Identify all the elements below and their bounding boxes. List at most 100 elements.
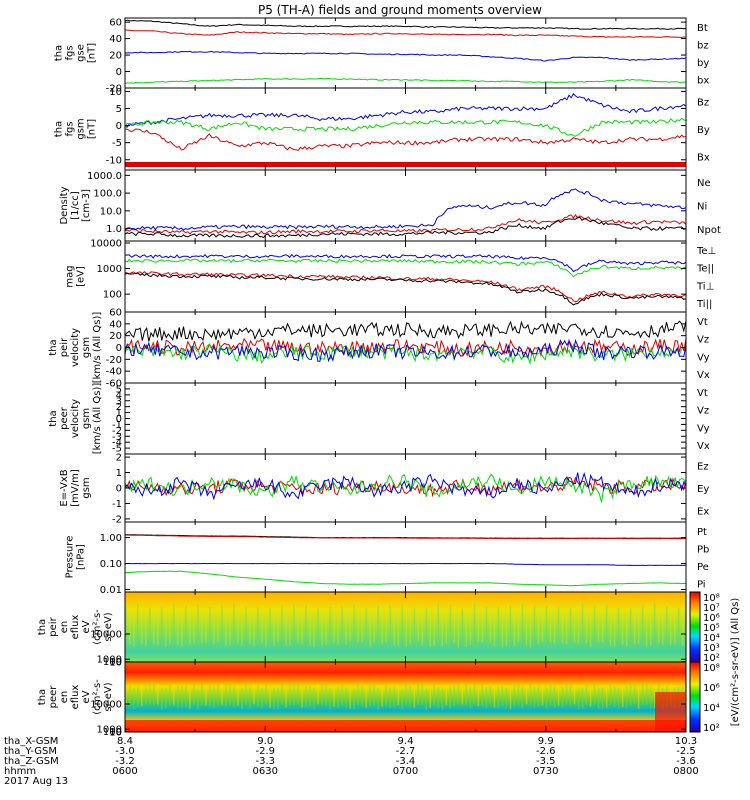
y-axis-label: en xyxy=(59,621,70,634)
spectrogram-stripe xyxy=(589,608,592,648)
spectrogram-stripe xyxy=(145,683,147,705)
spectrogram-stripe xyxy=(533,686,536,708)
spectrogram-stripe xyxy=(157,606,159,645)
legend-By: By xyxy=(697,125,710,136)
y-axis-label: gsm xyxy=(76,118,87,139)
y-tick-label: -20 xyxy=(106,355,122,366)
spectrogram-stripe xyxy=(301,605,303,645)
spectrogram-stripe xyxy=(569,684,572,706)
spectrogram-stripe xyxy=(269,608,271,647)
spectrogram-stripe xyxy=(313,608,315,648)
spectrogram-stripe xyxy=(397,607,399,647)
y-tick-label: 5 xyxy=(116,104,122,115)
spectrogram-stripe xyxy=(457,683,460,705)
spectrogram-stripe xyxy=(577,604,580,644)
spectrogram-stripe xyxy=(189,687,191,709)
spectrogram-stripe xyxy=(241,607,243,646)
spectrogram-stripe xyxy=(505,608,508,647)
spectrogram-stripe xyxy=(229,607,231,646)
time-tick-label: 0730 xyxy=(533,766,558,777)
colorbar-tick-label: 10⁴ xyxy=(703,703,720,714)
spectrogram-stripe xyxy=(145,607,147,647)
y-axis-label: [cm-3] xyxy=(81,189,92,222)
y-axis-label: (cm²-s- xyxy=(92,609,103,645)
spectrogram-stripe xyxy=(509,688,512,710)
spectrogram-stripe xyxy=(237,604,239,644)
y-tick-label: 0 xyxy=(116,121,122,132)
y-axis-label: [1/cc] xyxy=(70,191,81,220)
spectrogram-stripe xyxy=(217,603,219,642)
panel-fgs_gse: 60 40 20 0 -20 tha fgs gse [nT] Bt bz by bx xyxy=(54,17,709,95)
y-axis-label: E=-VxB xyxy=(59,469,70,506)
y-tick-label: 100 xyxy=(103,727,122,738)
spectrogram-stripe xyxy=(185,685,187,707)
y-tick-label: 0 xyxy=(116,343,122,354)
ephemeris-label: 2017 Aug 13 xyxy=(4,776,68,787)
spectrogram-stripe xyxy=(653,603,656,642)
spectrogram-stripe xyxy=(209,685,211,707)
spectrogram-stripe xyxy=(357,603,359,642)
y-tick-label: -3 xyxy=(112,432,122,443)
legend-bx: bx xyxy=(697,75,709,86)
spectrogram-stripe xyxy=(141,685,143,707)
y-tick-label: 10000 xyxy=(90,239,122,250)
spectrogram-stripe xyxy=(417,683,420,705)
spectrogram-stripe xyxy=(453,604,456,643)
y-tick-label: 3 xyxy=(116,396,122,407)
spectrogram-stripe xyxy=(465,684,468,706)
spectrogram-stripe xyxy=(373,603,375,642)
spectrogram-stripe xyxy=(185,606,187,645)
y-axis-label: Density xyxy=(59,186,70,224)
spectrogram-stripe xyxy=(485,606,488,646)
spectrogram-stripe xyxy=(617,607,620,647)
spectrogram-stripe xyxy=(577,688,580,710)
y-axis-label: peir xyxy=(48,616,59,636)
legend-Vx: Vx xyxy=(697,370,710,381)
y-tick-label: 0.01 xyxy=(100,585,122,596)
legend-Vt: Vt xyxy=(697,388,708,399)
spectrogram-stripe xyxy=(249,687,251,709)
legend-Ey: Ey xyxy=(697,484,709,495)
y-tick-label: 1000.0 xyxy=(87,171,122,182)
spectrogram-stripe xyxy=(601,603,604,642)
spectrogram-stripe xyxy=(265,683,267,705)
spectrogram-stripe xyxy=(513,684,516,706)
spectrogram-stripe xyxy=(573,604,576,643)
legend-Ti||: Ti|| xyxy=(696,299,712,310)
spectrogram-stripe xyxy=(521,686,524,708)
spectrogram-stripe xyxy=(613,607,616,647)
spectrogram-stripe xyxy=(425,607,428,647)
spectrogram-stripe xyxy=(273,688,275,710)
spectrogram-stripe xyxy=(137,686,139,708)
spectrogram-stripe xyxy=(381,685,383,707)
spectrogram-stripe xyxy=(665,606,668,645)
spectrogram-stripe xyxy=(453,685,456,707)
series-Pi-line xyxy=(124,562,687,567)
y-tick-label: 1000 xyxy=(97,264,122,275)
spectrogram-stripe xyxy=(365,686,367,708)
y-tick-label: 0.10 xyxy=(100,559,122,570)
spectrogram-stripe xyxy=(213,605,215,645)
spectrogram-stripe xyxy=(321,683,323,705)
spectrogram-stripe xyxy=(353,688,355,710)
spectrogram-stripe xyxy=(637,688,640,710)
spectrogram-stripe xyxy=(309,607,311,646)
colorbar xyxy=(689,661,701,733)
time-tick-label: 0800 xyxy=(673,766,698,777)
spectrogram-stripe xyxy=(297,605,299,644)
ephemeris-value: -2.6 xyxy=(536,746,556,757)
spectrogram-stripe xyxy=(161,607,163,646)
panel-frame xyxy=(124,87,687,171)
legend-bz: bz xyxy=(697,40,709,51)
spectrogram-stripe xyxy=(481,603,484,642)
spectrogram-stripe xyxy=(325,684,327,706)
y-tick-label: 20 xyxy=(109,51,122,62)
spectrogram-stripe xyxy=(317,683,319,705)
spectrogram-stripe xyxy=(445,604,448,644)
spectrogram-stripe xyxy=(393,686,395,708)
spectrogram-stripe xyxy=(317,608,319,648)
colorbar-tick-label: 10⁶ xyxy=(703,613,720,624)
panel-frame xyxy=(124,311,687,384)
y-tick-label: 1 xyxy=(116,468,122,479)
